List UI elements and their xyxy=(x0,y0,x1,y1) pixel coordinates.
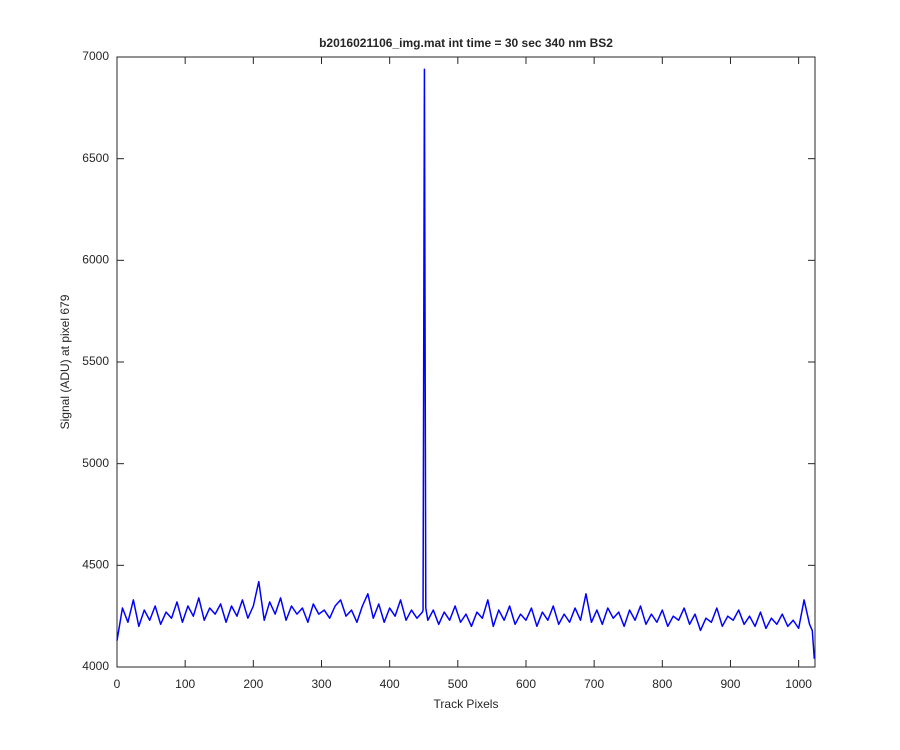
x-tick-label: 400 xyxy=(380,677,400,691)
x-tick-label: 600 xyxy=(516,677,536,691)
x-tick-label: 900 xyxy=(720,677,740,691)
x-tick-label: 1000 xyxy=(785,677,812,691)
x-tick-label: 100 xyxy=(175,677,195,691)
y-tick-label: 4000 xyxy=(82,659,109,673)
y-axis-label: Signal (ADU) at pixel 679 xyxy=(58,294,72,429)
y-tick-label: 4500 xyxy=(82,558,109,572)
y-tick-label: 6500 xyxy=(82,151,109,165)
y-tick-label: 7000 xyxy=(82,49,109,63)
x-tick-label: 700 xyxy=(584,677,604,691)
y-tick-label: 5000 xyxy=(82,456,109,470)
y-tick-label: 5500 xyxy=(82,354,109,368)
chart-title: b2016021106_img.mat int time = 30 sec 34… xyxy=(319,36,613,50)
y-tick-label: 6000 xyxy=(82,253,109,267)
plot-box xyxy=(116,56,816,668)
data-line xyxy=(116,68,816,659)
x-axis-label: Track Pixels xyxy=(434,697,499,711)
x-tick-label: 300 xyxy=(311,677,331,691)
x-tick-label: 500 xyxy=(448,677,468,691)
x-tick-label: 0 xyxy=(114,677,121,691)
x-tick-label: 800 xyxy=(652,677,672,691)
x-tick-label: 200 xyxy=(243,677,263,691)
